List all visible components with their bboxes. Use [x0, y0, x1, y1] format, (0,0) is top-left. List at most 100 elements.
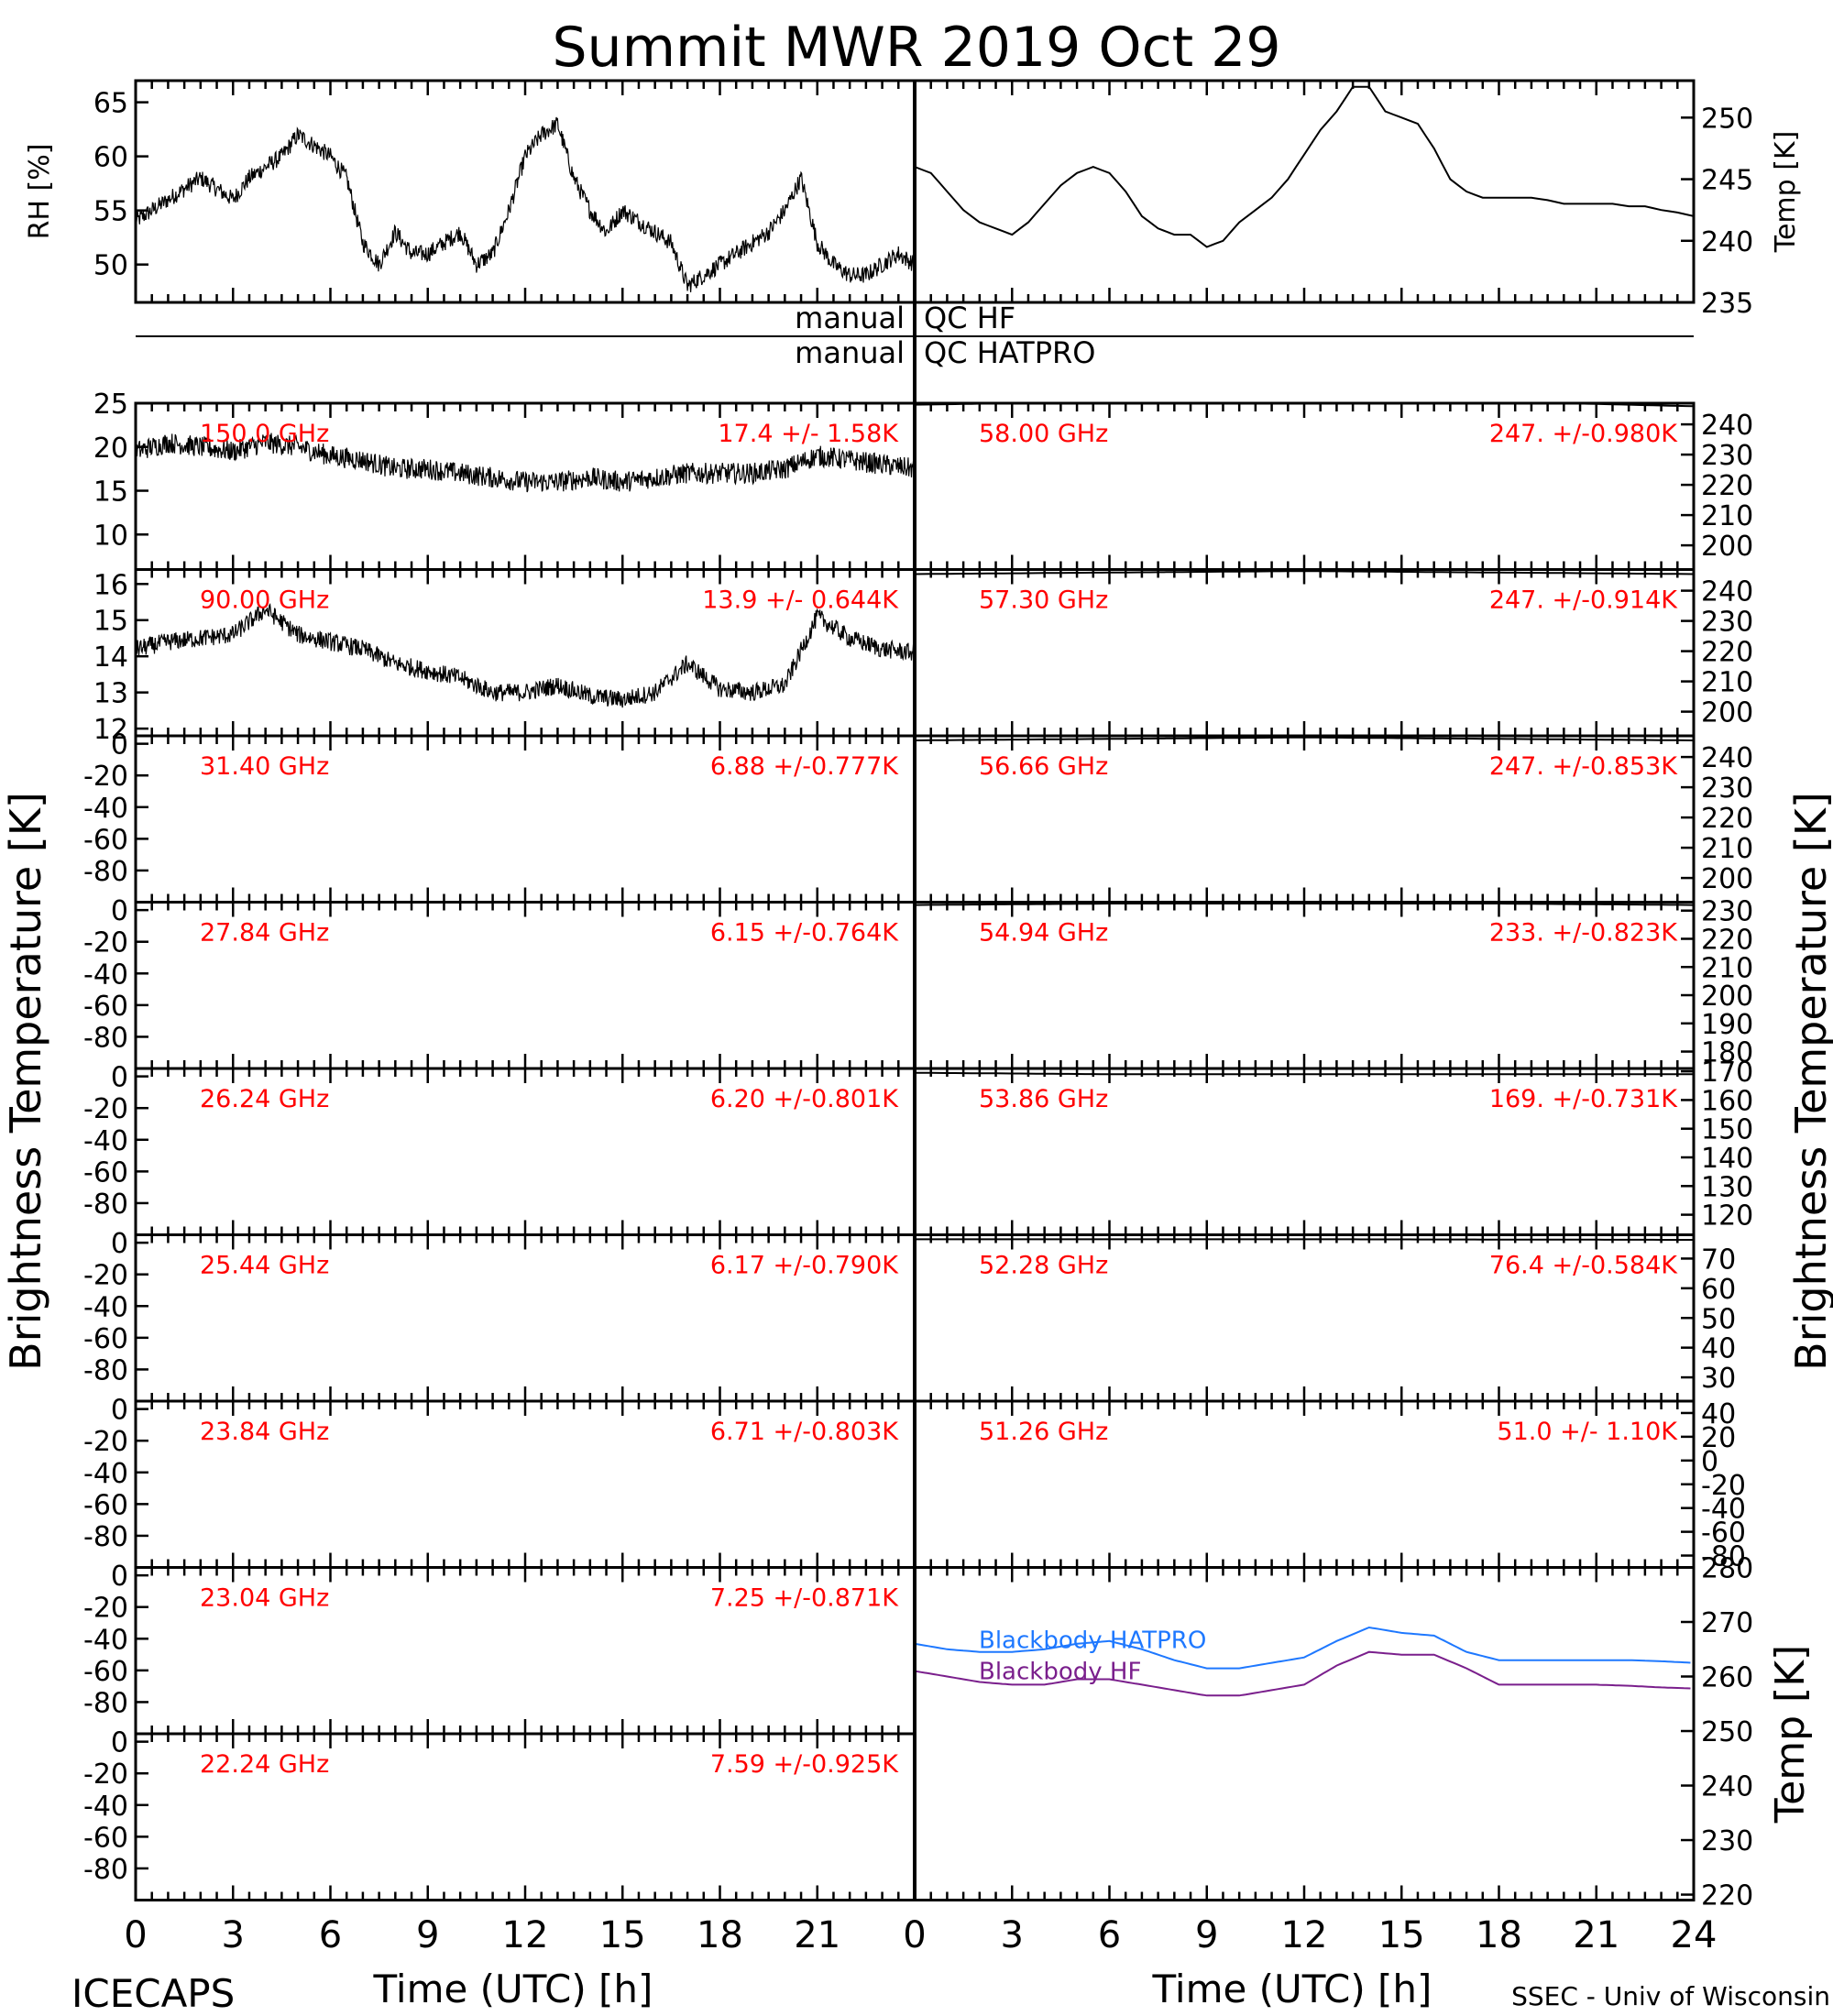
channel-label: 90.00 GHz	[200, 586, 329, 615]
channel-stat: 6.15 +/-0.764K	[710, 919, 899, 948]
x-tick-label: 6	[1098, 1914, 1121, 1956]
y-tick-label: -60	[83, 1323, 128, 1355]
y-tick-label: 55	[93, 196, 128, 228]
panel-1: 235 240 245 250 Temp [K]	[913, 79, 1802, 320]
y-tick-label: -20	[83, 1759, 128, 1791]
data-trace	[915, 570, 1694, 575]
x-tick-label: 18	[697, 1914, 743, 1956]
data-layer	[915, 85, 1694, 248]
footer-right: SSEC - Univ of Wisconsin	[1511, 1981, 1830, 2011]
panel-frame	[913, 79, 1696, 304]
channel-stat: 17.4 +/- 1.58K	[718, 420, 899, 448]
channel-stat: 7.59 +/-0.925K	[710, 1750, 899, 1779]
channel-label: 54.94 GHz	[979, 919, 1108, 948]
panel-18: 280 270 260 250 240 230 220 Blackbody HATPRO Bla…	[913, 1553, 1814, 1912]
y-tick-label: 210	[1701, 952, 1753, 984]
y-tick-label: -60	[83, 824, 128, 856]
channel-stat: 6.71 +/-0.803K	[710, 1418, 899, 1446]
data-layer	[915, 736, 1694, 741]
y-tick-label: -80	[83, 856, 128, 888]
x-tick-label: 21	[1573, 1914, 1619, 1956]
channel-stat: 247. +/-0.853K	[1489, 752, 1678, 781]
y-tick-label: -80	[1701, 1541, 1746, 1573]
y-tick-label: 150	[1701, 1114, 1753, 1146]
y-tick-label: 50	[93, 250, 128, 282]
right-ylabel: Brightness Temperature [K]	[1786, 792, 1833, 1371]
data-trace	[915, 85, 1694, 248]
y-tick-label: 210	[1701, 833, 1753, 865]
channel-stat: 76.4 +/-0.584K	[1489, 1252, 1678, 1280]
y-tick-label: 70	[1701, 1244, 1736, 1276]
series-label-1: Blackbody HF	[979, 1659, 1141, 1686]
channel-label: 58.00 GHz	[979, 420, 1108, 448]
channel-label: 31.40 GHz	[200, 752, 329, 781]
panel-9: 0-20-40-60-80 23.04 GHz 7.25 +/-0.871K	[83, 1561, 916, 1736]
channel-stat: 169. +/-0.731K	[1489, 1085, 1678, 1113]
qc-right-2: QC HATPRO	[924, 335, 1095, 370]
channel-stat: 247. +/-0.914K	[1489, 586, 1678, 615]
y-tick-label: -20	[83, 1093, 128, 1125]
channel-stat: 13.9 +/- 0.644K	[702, 586, 899, 615]
channel-label: 53.86 GHz	[979, 1085, 1108, 1113]
x-tick-label: 6	[319, 1914, 342, 1956]
y-tick-label: -40	[83, 1125, 128, 1157]
y-tick-label: -20	[83, 761, 128, 793]
y-tick-label: 160	[1701, 1085, 1753, 1117]
y-tick-label: 0	[111, 1395, 128, 1427]
channel-label: 51.26 GHz	[979, 1418, 1108, 1446]
x-tick-label: 12	[502, 1914, 549, 1956]
y-tick-label: -40	[1701, 1494, 1746, 1526]
panel-0: 50 55 60 65 RH [%]	[24, 79, 916, 304]
data-trace	[136, 433, 915, 493]
y-tick-label: 0	[111, 1062, 128, 1094]
y-tick-label: 120	[1701, 1200, 1753, 1233]
channel-label: 22.24 GHz	[200, 1750, 329, 1779]
y-tick-label: 16	[93, 569, 128, 601]
y-tick-label: 14	[93, 641, 128, 674]
qc-left-2: manual	[795, 335, 905, 370]
y-tick-label: 220	[1701, 1880, 1753, 1912]
y-tick-label: 270	[1701, 1607, 1753, 1639]
y-tick-label: 15	[93, 477, 128, 509]
y-tick-label: -40	[83, 1791, 128, 1823]
y-tick-label: 0	[111, 1727, 128, 1759]
channel-label: 23.04 GHz	[200, 1584, 329, 1613]
x-tick-label: 3	[1001, 1914, 1024, 1956]
y-tick-label: -80	[83, 1687, 128, 1719]
y-tick-label: 180	[1701, 1037, 1753, 1069]
y-tick-label: 260	[1701, 1662, 1753, 1694]
y-tick-label: 60	[1701, 1274, 1736, 1306]
y-tick-label: 240	[1701, 226, 1753, 258]
x-tick-label: 0	[903, 1914, 926, 1956]
y-tick-label: 15	[93, 606, 128, 638]
y-tick-label: 230	[1701, 1825, 1753, 1857]
panel-ylabel: Temp [K]	[1770, 131, 1802, 254]
y-tick-label: 200	[1701, 863, 1753, 895]
data-trace	[915, 903, 1694, 906]
footer-left: ICECAPS	[71, 1971, 235, 2016]
qc-left-1: manual	[795, 301, 905, 335]
series-label-0: Blackbody HATPRO	[979, 1627, 1206, 1655]
data-trace	[915, 1071, 1694, 1076]
channel-stat: 247. +/-0.980K	[1489, 420, 1678, 448]
y-tick-label: 0	[111, 1228, 128, 1260]
data-trace	[136, 116, 915, 293]
panel-ylabel: Temp [K]	[1767, 1645, 1814, 1824]
y-tick-label: 250	[1701, 103, 1753, 135]
y-tick-label: -40	[83, 1624, 128, 1656]
panel-10: 0-20-40-60-80 22.24 GHz 7.59 +/-0.925K	[83, 1727, 916, 1901]
channel-stat: 6.20 +/-0.801K	[710, 1085, 899, 1113]
x-tick-label: 0	[124, 1914, 147, 1956]
y-tick-label: -20	[83, 1260, 128, 1292]
y-tick-label: 50	[1701, 1303, 1736, 1335]
channel-label: 27.84 GHz	[200, 919, 329, 948]
y-tick-label: 40	[1701, 1333, 1736, 1365]
data-trace	[915, 1238, 1694, 1241]
y-tick-label: -40	[83, 1291, 128, 1323]
y-tick-label: 220	[1701, 470, 1753, 502]
